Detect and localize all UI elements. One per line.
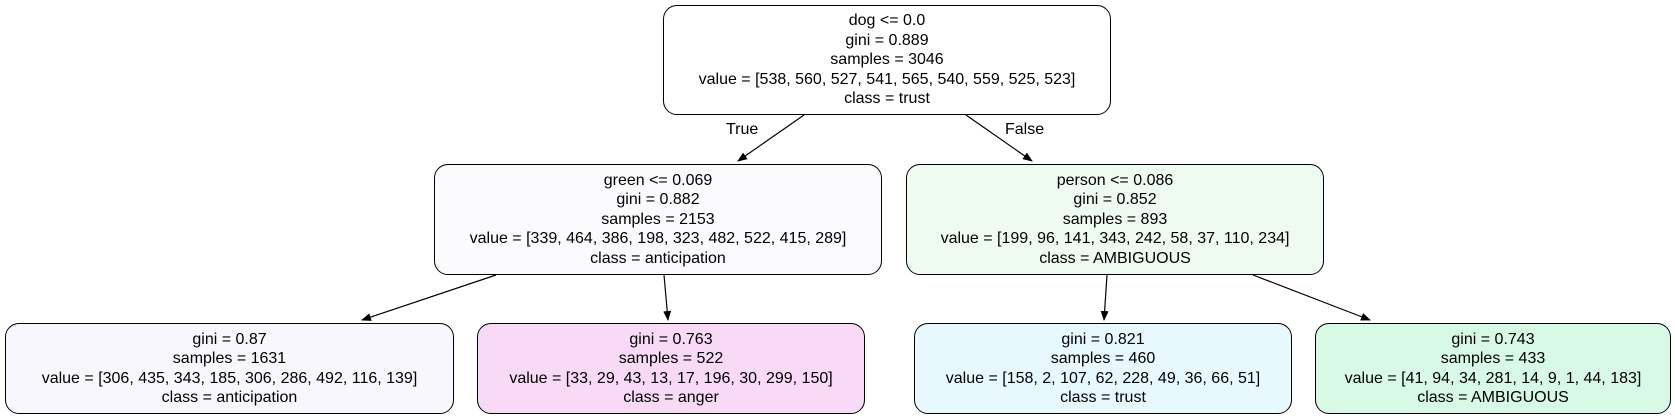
green-split-node: green <= 0.069 gini = 0.882 samples = 21… xyxy=(434,164,882,275)
node-class: class = anticipation xyxy=(161,389,298,406)
node-gini: gini = 0.743 xyxy=(1451,330,1535,348)
node-gini: gini = 0.763 xyxy=(629,330,713,348)
person-split-node: person <= 0.086 gini = 0.852 samples = 8… xyxy=(906,164,1324,275)
node-value: value = [158, 2, 107, 62, 228, 49, 36, 6… xyxy=(945,369,1261,387)
node-value: value = [538, 560, 527, 541, 565, 540, 5… xyxy=(698,70,1076,88)
node-samples: samples = 2153 xyxy=(601,210,715,228)
node-class: class = anger xyxy=(623,389,719,406)
leaf-node-trust: gini = 0.821 samples = 460 value = [158,… xyxy=(914,323,1292,414)
node-class: class = trust xyxy=(844,90,930,108)
leaf-node-ambiguous: gini = 0.743 samples = 433 value = [41, … xyxy=(1315,323,1671,414)
edge-green-to-anger xyxy=(663,274,672,321)
node-split-rule: dog <= 0.0 xyxy=(848,12,926,30)
node-split-rule: person <= 0.086 xyxy=(1056,171,1174,189)
edge-person-to-ambiguous xyxy=(1252,274,1371,321)
node-class: class = trust xyxy=(1060,389,1146,406)
node-value: value = [306, 435, 343, 185, 306, 286, 4… xyxy=(41,369,418,387)
leaf-node-anger: gini = 0.763 samples = 522 value = [33, … xyxy=(477,323,865,414)
node-samples: samples = 1631 xyxy=(172,350,287,367)
node-samples: samples = 893 xyxy=(1062,210,1168,228)
node-class: class = AMBIGUOUS xyxy=(1039,249,1191,267)
node-samples: samples = 460 xyxy=(1050,350,1156,367)
node-value: value = [41, 94, 34, 281, 14, 9, 1, 44, … xyxy=(1344,369,1642,387)
edge-label-false: False xyxy=(1005,121,1045,138)
node-class: class = anticipation xyxy=(590,249,726,267)
edge-green-to-anticipation xyxy=(361,274,497,321)
node-samples: samples = 3046 xyxy=(830,51,944,69)
root-node: dog <= 0.0 gini = 0.889 samples = 3046 v… xyxy=(663,5,1111,115)
node-gini: gini = 0.87 xyxy=(192,330,267,348)
edge-label-true: True xyxy=(726,121,759,138)
edge-person-to-trust xyxy=(1100,274,1109,321)
leaf-node-anticipation: gini = 0.87 samples = 1631 value = [306,… xyxy=(5,323,454,414)
node-split-rule: green <= 0.069 xyxy=(603,171,713,189)
node-samples: samples = 522 xyxy=(618,350,724,367)
node-value: value = [199, 96, 141, 343, 242, 58, 37,… xyxy=(940,230,1290,248)
node-value: value = [339, 464, 386, 198, 323, 482, 5… xyxy=(469,230,847,248)
node-gini: gini = 0.852 xyxy=(1073,191,1157,209)
node-gini: gini = 0.821 xyxy=(1061,330,1145,348)
node-class: class = AMBIGUOUS xyxy=(1417,389,1569,406)
node-value: value = [33, 29, 43, 13, 17, 196, 30, 29… xyxy=(509,369,833,387)
node-gini: gini = 0.882 xyxy=(616,191,700,209)
node-gini: gini = 0.889 xyxy=(845,31,929,49)
edge-root-to-green xyxy=(737,114,805,162)
node-samples: samples = 433 xyxy=(1440,350,1546,367)
edge-root-to-person xyxy=(965,114,1033,162)
